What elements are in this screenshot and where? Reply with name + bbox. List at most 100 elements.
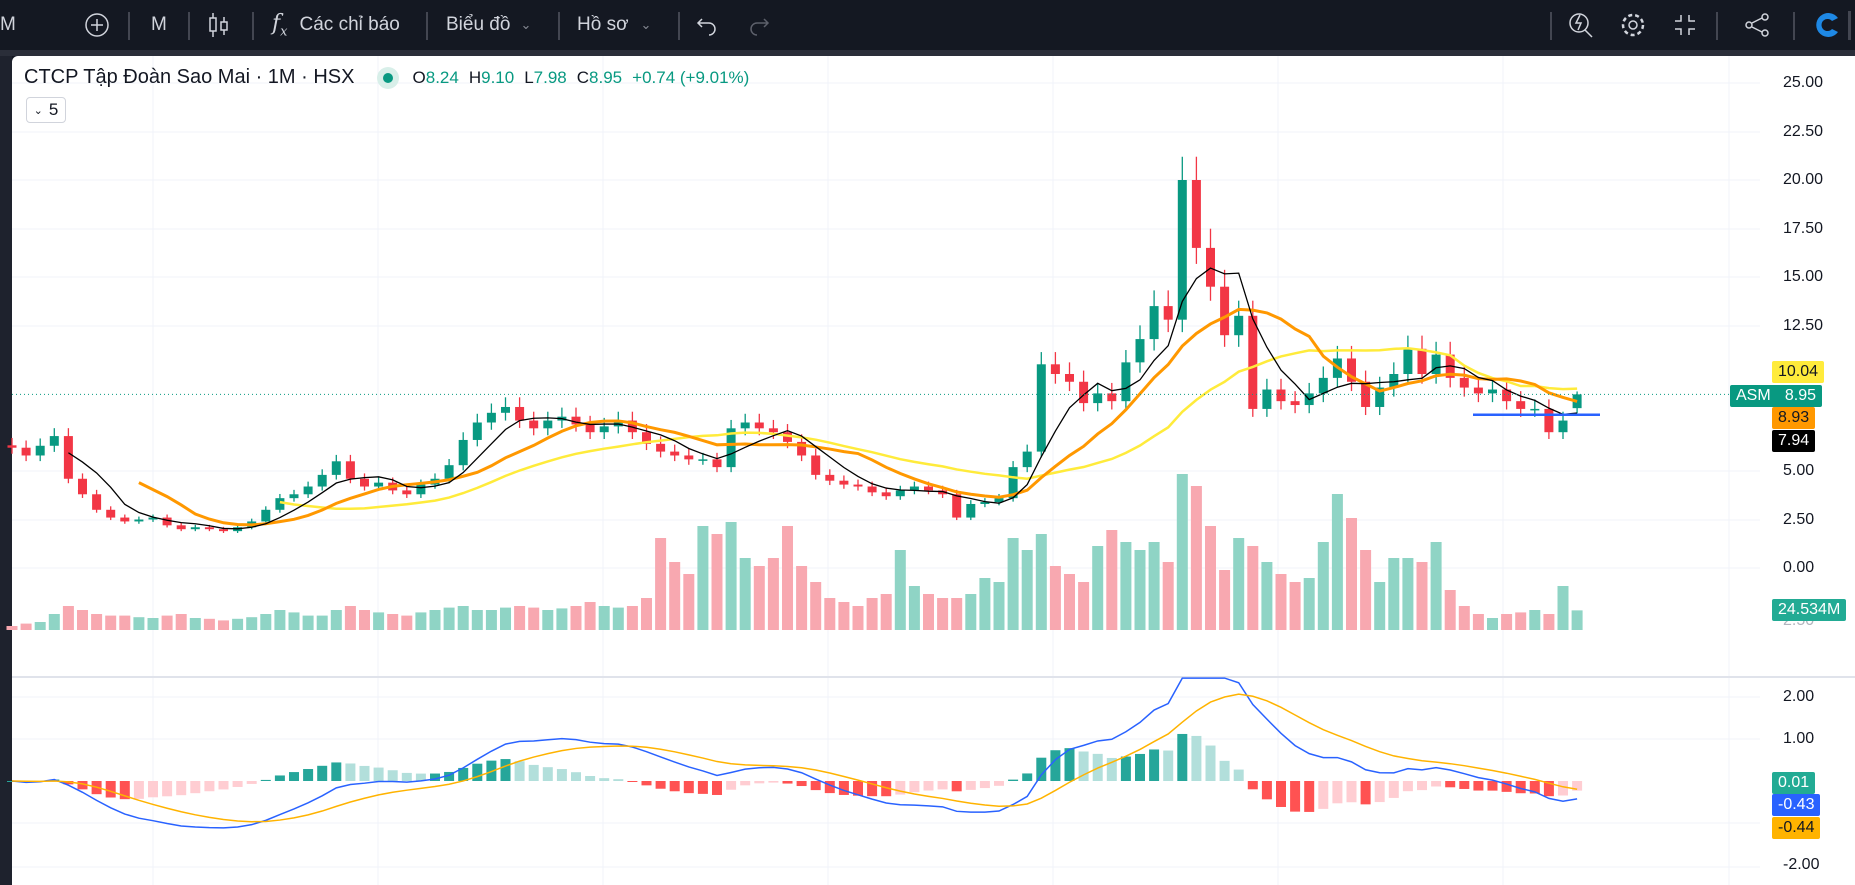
macd-histogram-bar [1106,757,1117,781]
alert-search-button[interactable] [1568,0,1594,50]
candle-body [656,443,666,452]
volume-bar [937,598,949,630]
candle-body [515,406,525,421]
macd-histogram-bar [1417,781,1427,791]
indicators-label: Các chỉ báo [299,14,400,35]
volume-bar [838,602,850,630]
macd-histogram-bar [430,773,440,781]
candle-body [1135,339,1145,363]
macd-histogram-bar [1572,781,1583,791]
candle-body [1177,180,1187,320]
macd-histogram-bar [909,781,920,793]
divider [678,12,680,40]
macd-histogram-bar [853,781,863,796]
volume-bar [626,606,638,630]
macd-histogram-bar [359,765,370,781]
volume-bar [1233,538,1245,630]
candle-body [501,406,510,413]
volume-bar [119,615,131,630]
divider [252,12,254,40]
volume-bar [951,598,963,630]
candle-body [529,420,539,429]
volume-value-tag: 24.534M [1772,599,1847,621]
chart-menu-label: Biểu đồ [446,14,511,35]
app-logo[interactable] [1812,0,1842,50]
volume-bar [767,558,779,630]
candle-body [1107,393,1117,402]
chart-menu-button[interactable]: Biểu đồ ⌄ [446,0,531,50]
candle-body [148,517,158,520]
candle-body [360,478,369,487]
candle-body [1375,387,1385,407]
indicators-toggle[interactable]: ⌄ 5 [26,97,66,123]
macd-histogram-bar [937,781,948,790]
macd-value-tag: -0.43 [1772,794,1821,816]
profile-menu-button[interactable]: Hồ sơ ⌄ [577,0,651,50]
macd-histogram-tag: 0.01 [1772,772,1816,794]
macd-histogram-bar [1163,750,1174,781]
interval-button[interactable]: M [151,14,167,35]
macd-histogram-bar [1459,781,1470,789]
fullscreen-button[interactable] [1673,0,1697,50]
candle-body [275,498,285,510]
volume-bar [1162,562,1174,630]
price-tick-label: 12.50 [1783,316,1824,334]
macd-histogram-bar [190,781,201,794]
macd-histogram-bar [472,763,483,781]
candle-body [374,482,384,487]
volume-bar [203,618,215,630]
add-symbol-button[interactable] [84,0,110,50]
share-button[interactable] [1744,0,1770,50]
volume-bar [344,606,356,630]
volume-bar [1402,558,1414,630]
macd-histogram-bar [528,764,539,781]
volume-bar [1092,546,1104,630]
volume-bar [1261,562,1273,630]
volume-bar [1374,582,1386,630]
macd-histogram-bar [1247,781,1258,790]
volume-bar [1515,612,1527,630]
macd-histogram-bar [726,781,737,790]
candle-body [402,490,412,495]
undo-button[interactable] [696,0,718,50]
candle-body [204,527,214,530]
chart-type-button[interactable] [208,0,230,50]
volume-bar [852,606,864,630]
volume-bar [20,623,32,630]
candle-body [1488,389,1497,394]
volume-bar [1190,486,1202,630]
market-status-icon [376,66,399,89]
candlestick-icon [209,13,228,37]
candle-body [1417,348,1427,374]
scrollbar[interactable] [1848,11,1851,40]
ma20-value-tag: 10.04 [1772,361,1825,383]
settings-button[interactable] [1619,0,1647,50]
macd-histogram-bar [1445,781,1456,788]
macd-histogram-bar [303,769,314,781]
price-tick-label: 17.50 [1783,219,1824,237]
volume-bar [1148,542,1160,630]
symbol-search[interactable]: M [0,14,16,35]
redo-button[interactable] [748,0,770,50]
macd-histogram-bar [415,773,426,781]
candle-body [1248,315,1258,409]
volume-bar [965,594,977,630]
collapse-icon [1675,15,1695,35]
indicators-button[interactable]: fx Các chỉ báo [272,0,400,50]
macd-line [11,677,1578,829]
candle-body [585,424,595,433]
candle-body [627,420,637,433]
macd-histogram-bar [119,781,130,800]
divider [128,12,130,40]
macd-histogram-bar [754,781,765,784]
price-tick-label: 22.50 [1783,122,1824,140]
macd-histogram-bar [1149,749,1160,781]
volume-bar [1317,542,1329,630]
undo-icon [696,18,716,36]
macd-histogram-bar [246,781,257,784]
macd-histogram-bar [1501,781,1512,792]
candle-body [1065,374,1074,382]
volume-bar [62,606,74,630]
volume-bar [1289,582,1301,630]
